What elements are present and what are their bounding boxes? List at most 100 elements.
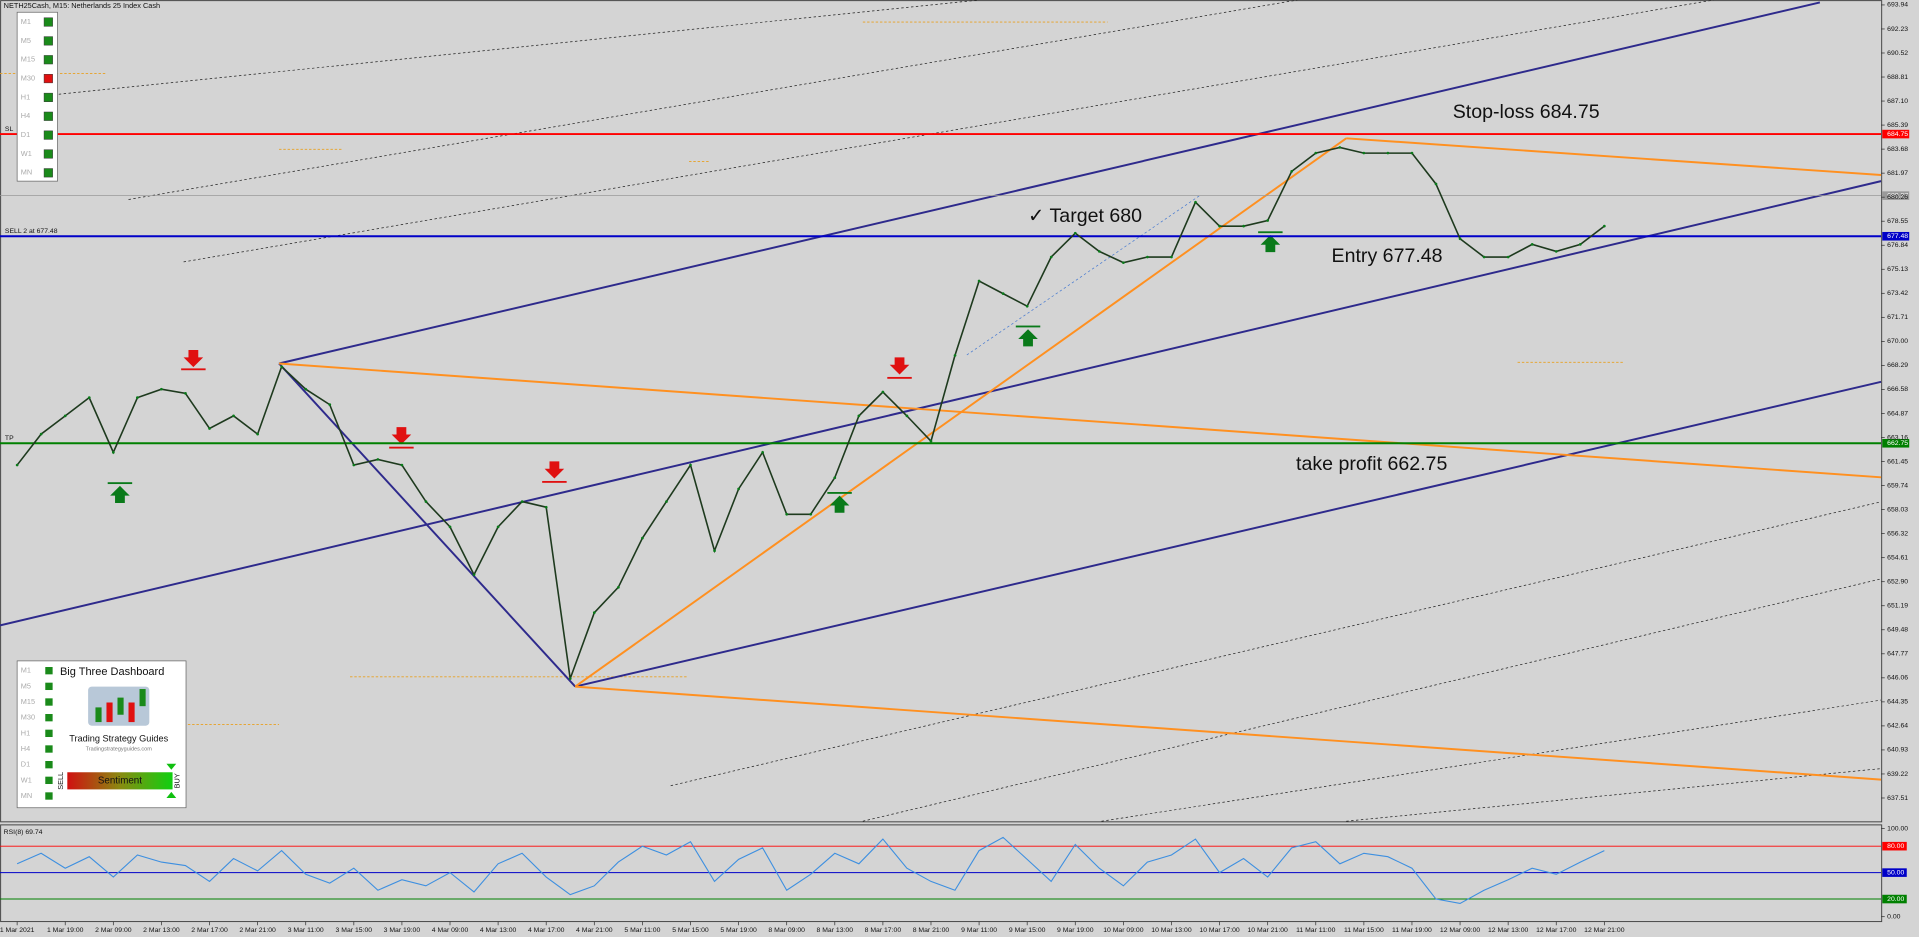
widget-rows: M1 M5 M15 M30 H1 H4 D1 W1 MN (21, 666, 53, 800)
x-tick-label: 12 Mar 21:00 (1584, 927, 1625, 934)
price-point (1434, 182, 1438, 186)
x-tick-label: 8 Mar 09:00 (768, 927, 805, 934)
price-point (1001, 292, 1005, 295)
price-point (15, 463, 19, 467)
price-point (304, 387, 308, 391)
price-point (1338, 146, 1342, 149)
timeframe-status (43, 36, 53, 46)
widget-timeframe: M15 (21, 697, 35, 706)
price-point (953, 354, 957, 357)
y-tick-label: 652.90 (1887, 579, 1908, 586)
price-point (376, 458, 380, 461)
annotation: Entry 677.48 (1332, 245, 1443, 267)
price-point (592, 611, 596, 614)
widget-timeframe: MN (21, 791, 32, 800)
price-point (1314, 151, 1318, 155)
annotation: ✓ Target 680 (1028, 205, 1142, 227)
price-point (87, 396, 91, 399)
price-point (328, 403, 332, 406)
price-point (1386, 151, 1390, 155)
widget-status (45, 714, 53, 722)
x-tick-label: 5 Mar 19:00 (720, 927, 757, 934)
x-tick-label: 4 Mar 21:00 (576, 927, 613, 934)
level-price: 684.75 (1887, 131, 1908, 138)
price-point (136, 396, 139, 399)
x-tick-label: 12 Mar 13:00 (1488, 927, 1529, 934)
rsi-level-box (1882, 868, 1907, 877)
price-point (929, 439, 933, 443)
price-point (280, 365, 284, 369)
x-tick-label: 9 Mar 11:00 (961, 927, 997, 934)
widget-logo (88, 686, 150, 726)
timeframe-status (43, 168, 53, 178)
x-tick-label: 8 Mar 17:00 (865, 927, 902, 934)
x-tick-label: 11 Mar 11:00 (1296, 927, 1336, 934)
widget-status (45, 682, 53, 691)
y-tick-label: 688.81 (1887, 74, 1908, 81)
x-tick-label: 12 Mar 17:00 (1536, 927, 1577, 934)
price-point (63, 414, 67, 418)
level-box (1882, 438, 1910, 448)
timeframe-status (43, 111, 53, 121)
price-point (39, 432, 43, 436)
timeframe-label: M15 (21, 55, 35, 64)
widget-timeframe: M1 (21, 666, 31, 675)
price-point (1506, 255, 1510, 259)
rsi-panel: RSI(8) 69.74 100.00 80.00 50.00 20.00 0.00 (0, 825, 1908, 920)
price-point (1122, 261, 1125, 265)
price-panel: 693.94 692.23 690.52 688.81 687.10 685.39 683.… (15, 2, 1908, 802)
price-point (617, 585, 620, 589)
y-tick-label: 687.10 (1887, 98, 1908, 105)
x-tick-label: 5 Mar 15:00 (672, 927, 709, 934)
widget-brand: Trading Strategy Guides (69, 734, 168, 744)
price-point (1410, 151, 1414, 155)
widget-status (45, 698, 53, 706)
y-tick-label: 651.19 (1887, 603, 1908, 610)
price-point (184, 392, 187, 395)
x-tick-label: 4 Mar 17:00 (528, 927, 565, 934)
widget-status (45, 745, 53, 753)
dotted-channels (58, 0, 1882, 822)
y-tick-label: 673.42 (1887, 290, 1908, 297)
y-tick-label: 649.48 (1887, 627, 1908, 634)
widget-timeframe: D1 (21, 760, 30, 769)
widget-timeframe: M5 (21, 681, 31, 690)
price-point (1554, 250, 1558, 253)
widget-site: Tradingstrategyguides.com (86, 746, 153, 752)
y-tick-label: 685.39 (1887, 122, 1908, 129)
x-tick-label: 9 Mar 15:00 (1009, 927, 1046, 934)
timeframe-status (43, 55, 53, 65)
y-tick-label: 671.71 (1887, 314, 1908, 321)
price-point (1049, 255, 1053, 259)
y-tick-label: 80.00 (1887, 843, 1904, 850)
price-point (1578, 243, 1582, 246)
price-point (400, 463, 404, 467)
price-point (1146, 255, 1149, 259)
y-tick-label: 676.84 (1887, 242, 1908, 249)
price-point (977, 279, 981, 283)
y-tick-label: 639.22 (1887, 771, 1908, 778)
y-tick-label: 666.58 (1887, 386, 1908, 393)
y-tick-label: 659.74 (1887, 482, 1908, 489)
last-price-box (1882, 191, 1910, 200)
x-tick-label: 2 Mar 09:00 (95, 927, 132, 934)
y-tick-label: 670.00 (1887, 338, 1908, 345)
level-price: 677.48 (1887, 233, 1908, 240)
price-point (833, 476, 837, 480)
x-tick-label: 12 Mar 09:00 (1440, 927, 1481, 934)
price-point (881, 390, 885, 394)
y-tick-label: 664.87 (1887, 410, 1908, 417)
price-point (1266, 219, 1270, 222)
timeframe-status (43, 92, 53, 102)
price-point (424, 500, 428, 503)
widget-status (45, 776, 53, 785)
price-point (1170, 255, 1173, 259)
widget-timeframe: H4 (21, 744, 30, 753)
price-point (256, 432, 259, 436)
timeframe-status (43, 149, 53, 159)
price-point (448, 525, 452, 529)
annotation: take profit 662.75 (1296, 453, 1447, 475)
price-point (544, 505, 548, 509)
price-point (1097, 250, 1101, 253)
